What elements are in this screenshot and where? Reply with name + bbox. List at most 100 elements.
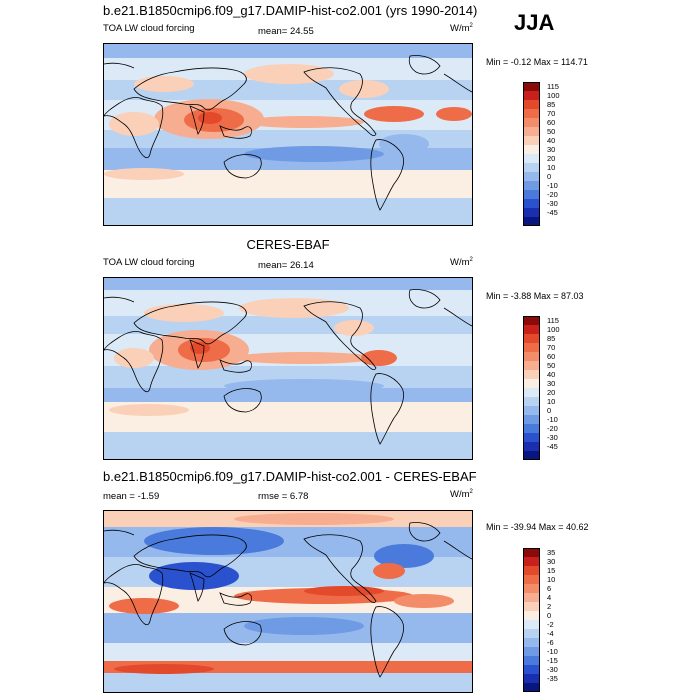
colorbar-swatch xyxy=(523,388,540,397)
map-diff xyxy=(103,510,473,693)
colorbar-swatch xyxy=(523,379,540,388)
colorbar-swatch xyxy=(523,575,540,584)
colorbar-swatch xyxy=(523,145,540,154)
panel-diff-minmax: Min = -39.94 Max = 40.62 xyxy=(486,522,589,532)
map-model xyxy=(103,43,473,226)
colorbar-tick-label: -4 xyxy=(547,629,554,638)
colorbar-tick-label: 60 xyxy=(547,352,556,361)
colorbar-swatch xyxy=(523,136,540,145)
colorbar-tick-label: 85 xyxy=(547,334,556,343)
colorbar-swatch xyxy=(523,548,540,557)
colorbar-tick-label: -20 xyxy=(547,424,558,433)
colorbar-swatch xyxy=(523,433,540,442)
panel-obs-minmax: Min = -3.88 Max = 87.03 xyxy=(486,291,584,301)
colorbar-swatch xyxy=(523,190,540,199)
colorbar-tick-label: 0 xyxy=(547,172,552,181)
colorbar-swatch xyxy=(523,199,540,208)
colorbar-swatch xyxy=(523,683,540,692)
colorbar-swatch xyxy=(523,602,540,611)
colorbar-swatch xyxy=(523,442,540,451)
panel-obs-left-label: TOA LW cloud forcing xyxy=(103,257,195,268)
colorbar-tick-label: 85 xyxy=(547,100,556,109)
colorbar-swatch xyxy=(523,325,540,334)
map-obs-field xyxy=(103,278,473,459)
colorbar-tick-label: 30 xyxy=(547,557,556,566)
colorbar-tick-label: 6 xyxy=(547,584,552,593)
panel-model-left-label: TOA LW cloud forcing xyxy=(103,23,195,34)
colorbar-swatch xyxy=(523,629,540,638)
map-model-field xyxy=(103,44,473,225)
colorbar-swatch xyxy=(523,100,540,109)
panel-obs-units: W/m2 xyxy=(450,257,473,269)
colorbar-tick-label: -2 xyxy=(547,620,554,629)
colorbar-swatch xyxy=(523,127,540,136)
colorbar-tick-label: 40 xyxy=(547,370,556,379)
colorbar-swatch xyxy=(523,361,540,370)
panel-diff-title: b.e21.B1850cmip6.f09_g17.DAMIP-hist-co2.… xyxy=(103,469,477,484)
colorbar-tick-label: 35 xyxy=(547,548,556,557)
panel-model-units: W/m2 xyxy=(450,23,473,35)
colorbar-tick-label: 100 xyxy=(547,325,560,334)
colorbar-tick-label: 20 xyxy=(547,388,556,397)
colorbar-swatch xyxy=(523,620,540,629)
colorbar-tick-label: -30 xyxy=(547,665,558,674)
colorbar-tick-label: -10 xyxy=(547,415,558,424)
colorbar-tick-label: 70 xyxy=(547,109,556,118)
colorbar-tick-label: -15 xyxy=(547,656,558,665)
colorbar-swatch xyxy=(523,647,540,656)
colorbar-tick-label: 70 xyxy=(547,343,556,352)
panel-diff-rmse: rmse = 6.78 xyxy=(258,491,309,502)
colorbar-tick-label: 10 xyxy=(547,397,556,406)
colorbar-tick-label: -6 xyxy=(547,638,554,647)
colorbar-tick-label: -45 xyxy=(547,442,558,451)
colorbar-swatch xyxy=(523,109,540,118)
panel-diff-units: W/m2 xyxy=(450,489,473,501)
colorbar-swatch xyxy=(523,557,540,566)
colorbar-swatch xyxy=(523,118,540,127)
colorbar-tick-label: -20 xyxy=(547,190,558,199)
colorbar-swatch xyxy=(523,370,540,379)
colorbar-tick-label: 0 xyxy=(547,611,552,620)
colorbar-swatch xyxy=(523,397,540,406)
colorbar-tick-label: -10 xyxy=(547,647,558,656)
colorbar-tick-label: -45 xyxy=(547,208,558,217)
colorbar-tick-label: 20 xyxy=(547,154,556,163)
colorbar-swatch xyxy=(523,334,540,343)
colorbar-swatch xyxy=(523,451,540,460)
colorbar-tick-label: 10 xyxy=(547,163,556,172)
colorbar-swatch xyxy=(523,91,540,100)
colorbar-tick-label: -10 xyxy=(547,181,558,190)
colorbar-tick-label: 2 xyxy=(547,602,552,611)
colorbar-swatch xyxy=(523,208,540,217)
colorbar-swatch xyxy=(523,611,540,620)
colorbar-tick-label: 10 xyxy=(547,575,556,584)
colorbar-tick-label: 15 xyxy=(547,566,556,575)
season-label: JJA xyxy=(514,10,555,35)
colorbar-swatch xyxy=(523,424,540,433)
colorbar-swatch xyxy=(523,343,540,352)
colorbar-swatch xyxy=(523,82,540,91)
colorbar-tick-label: 115 xyxy=(547,82,559,91)
map-diff-field xyxy=(103,511,473,692)
panel-obs-mean: mean= 26.14 xyxy=(258,260,314,271)
panel-obs-title: CERES-EBAF xyxy=(246,237,330,252)
colorbar-tick-label: -35 xyxy=(547,674,558,683)
colorbar-swatch xyxy=(523,665,540,674)
colorbar-tick-label: 0 xyxy=(547,406,552,415)
colorbar-tick-label: 4 xyxy=(547,593,552,602)
colorbar-swatch xyxy=(523,181,540,190)
colorbar-swatch xyxy=(523,163,540,172)
colorbar-tick-label: 30 xyxy=(547,145,556,154)
colorbar-swatch xyxy=(523,406,540,415)
colorbar-swatch xyxy=(523,674,540,683)
colorbar-swatch xyxy=(523,593,540,602)
colorbar-swatch xyxy=(523,316,540,325)
colorbar-tick-label: -30 xyxy=(547,433,558,442)
colorbar-swatch xyxy=(523,656,540,665)
colorbar-swatch xyxy=(523,154,540,163)
colorbar-swatch xyxy=(523,584,540,593)
colorbar-tick-label: 100 xyxy=(547,91,560,100)
panel-model-title: b.e21.B1850cmip6.f09_g17.DAMIP-hist-co2.… xyxy=(103,3,478,18)
map-obs xyxy=(103,277,473,460)
colorbar-tick-label: 40 xyxy=(547,136,556,145)
